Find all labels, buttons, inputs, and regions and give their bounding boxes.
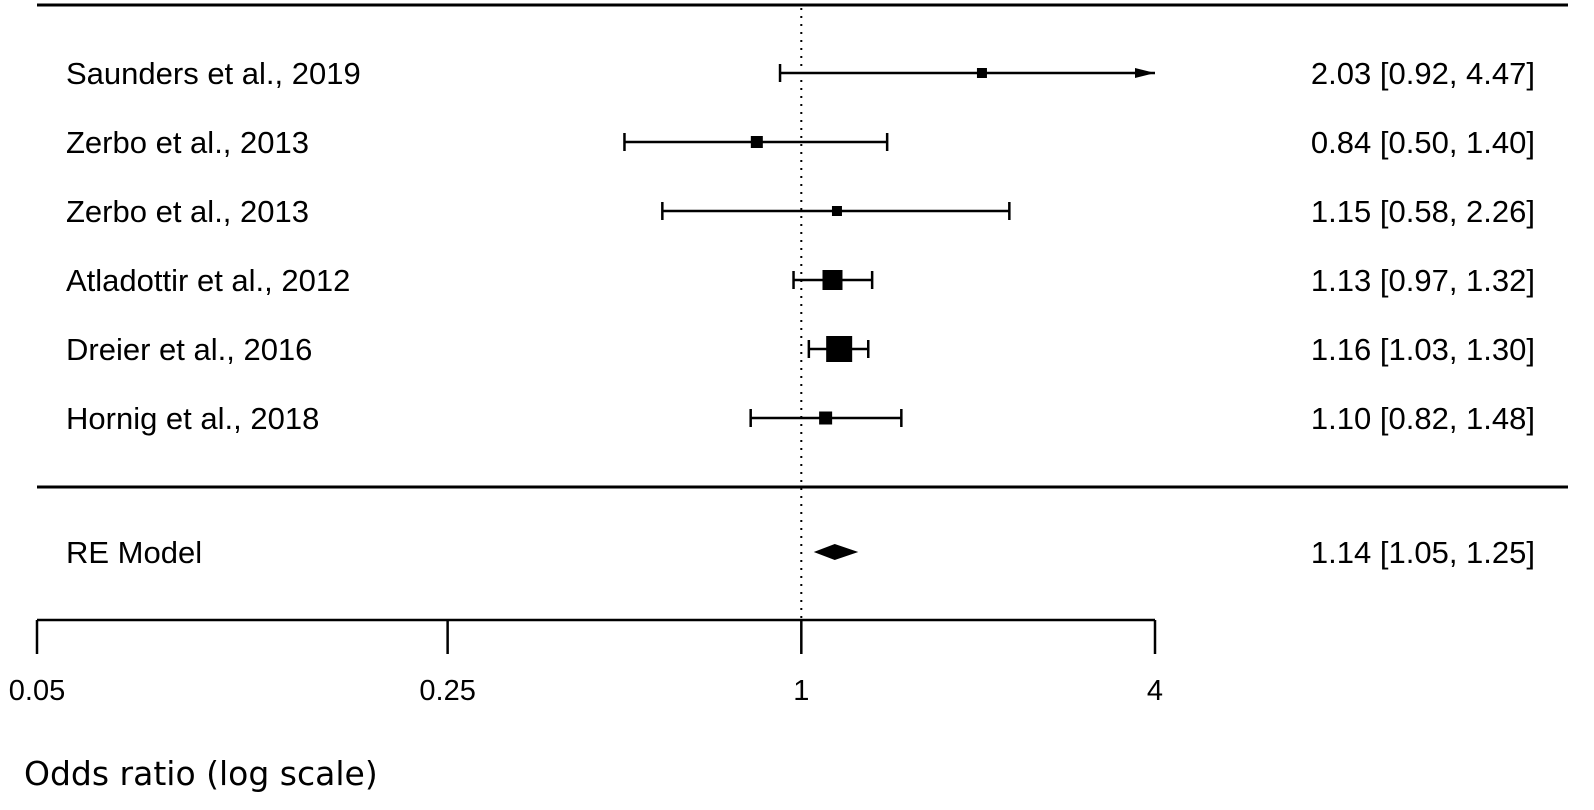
- study-label: Hornig et al., 2018: [66, 401, 319, 436]
- study-row: Saunders et al., 2019 2.03 [0.92, 4.47]: [66, 56, 1535, 91]
- ci-text: 1.13 [0.97, 1.32]: [1311, 263, 1535, 298]
- study-row: Zerbo et al., 2013 1.15 [0.58, 2.26]: [66, 194, 1535, 229]
- study-row: Dreier et al., 2016 1.16 [1.03, 1.30]: [66, 332, 1535, 367]
- summary-row: RE Model 1.14 [1.05, 1.25]: [66, 535, 1535, 570]
- point-estimate: [826, 336, 853, 362]
- study-rows: Saunders et al., 2019 2.03 [0.92, 4.47] Ze…: [66, 56, 1535, 436]
- ci-text: 2.03 [0.92, 4.47]: [1311, 56, 1535, 91]
- x-tick-label: 4: [1147, 675, 1163, 707]
- point-estimate: [750, 136, 763, 148]
- ci-text: 0.84 [0.50, 1.40]: [1311, 125, 1535, 160]
- ci-text: 1.16 [1.03, 1.30]: [1311, 332, 1535, 367]
- summary-label: RE Model: [66, 535, 202, 570]
- study-row: Hornig et al., 2018 1.10 [0.82, 1.48]: [66, 401, 1535, 436]
- ci-arrow: [1135, 68, 1155, 78]
- study-label: Saunders et al., 2019: [66, 56, 361, 91]
- x-tick-label: 0.25: [419, 675, 475, 707]
- summary-ci-text: 1.14 [1.05, 1.25]: [1311, 535, 1535, 570]
- point-estimate: [822, 270, 843, 290]
- study-row: Atladottir et al., 2012 1.13 [0.97, 1.32]: [66, 263, 1535, 298]
- study-row: Zerbo et al., 2013 0.84 [0.50, 1.40]: [66, 125, 1535, 160]
- summary-diamond: [813, 544, 859, 560]
- x-axis-title: Odds ratio (log scale): [24, 754, 378, 793]
- point-estimate: [819, 411, 833, 425]
- ci-text: 1.10 [0.82, 1.48]: [1311, 401, 1535, 436]
- point-estimate: [976, 68, 987, 78]
- x-tick-label: 1: [793, 675, 809, 707]
- ci-text: 1.15 [0.58, 2.26]: [1311, 194, 1535, 229]
- x-axis: 0.05 0.25 1 4: [9, 618, 1163, 707]
- study-label: Atladottir et al., 2012: [66, 263, 350, 298]
- study-label: Zerbo et al., 2013: [66, 194, 309, 229]
- x-tick-label: 0.05: [9, 675, 65, 707]
- study-label: Zerbo et al., 2013: [66, 125, 309, 160]
- study-label: Dreier et al., 2016: [66, 332, 312, 367]
- point-estimate: [831, 206, 842, 216]
